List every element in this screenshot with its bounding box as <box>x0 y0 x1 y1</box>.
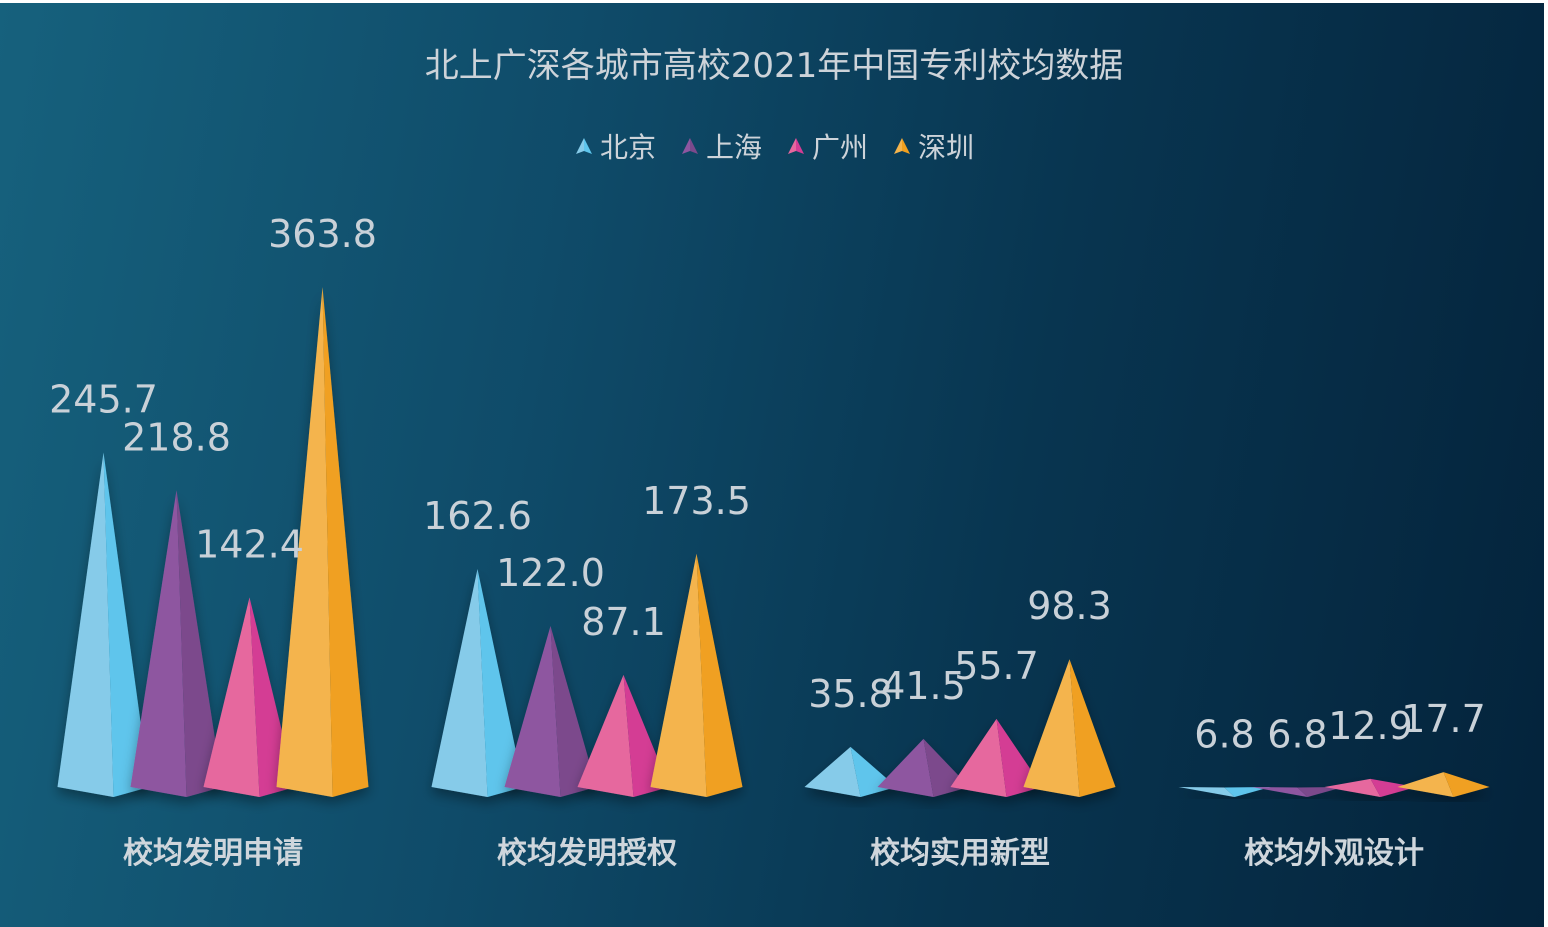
pyramid-face-light <box>877 738 934 797</box>
pyramid-上海-校均外观设计[interactable] <box>1251 787 1344 797</box>
legend-item-beijing[interactable]: 北京 <box>574 126 656 166</box>
pyramid-face-dark <box>176 490 223 797</box>
category-label: 校均实用新型 <box>870 836 1050 871</box>
pyramid-face-light <box>1178 787 1235 797</box>
pyramid-深圳-校均外观设计[interactable] <box>1397 772 1490 797</box>
pyramid-face-dark <box>103 452 150 797</box>
pyramid-face-light <box>804 746 861 797</box>
chart-title: 北上广深各城市高校2021年中国专利校均数据 <box>424 46 1124 86</box>
pyramid-face-light <box>950 718 1007 797</box>
category-label: 校均外观设计 <box>1244 836 1424 871</box>
value-label: 6.8 <box>1194 712 1254 756</box>
pyramid-face-dark <box>550 625 597 797</box>
pyramid-深圳-校均实用新型[interactable] <box>1023 659 1116 797</box>
pyramid-face-light <box>504 625 561 797</box>
pyramid-上海-校均实用新型[interactable] <box>877 738 970 797</box>
value-label: 12.9 <box>1328 704 1413 748</box>
pyramid-face-dark <box>322 287 369 797</box>
value-label: 122.0 <box>496 551 605 595</box>
legend-item-guangzhou[interactable]: 广州 <box>786 126 868 166</box>
value-label: 35.8 <box>808 672 893 716</box>
category-label: 校均发明申请 <box>123 836 303 871</box>
legend-marker-shenzhen <box>894 138 911 154</box>
category-label: 校均发明授权 <box>497 836 677 871</box>
pyramid-上海-校均发明授权[interactable] <box>504 625 597 797</box>
pyramid-face-light <box>130 490 187 797</box>
pyramid-北京-校均发明授权[interactable] <box>431 569 524 797</box>
pyramid-北京-校均发明申请[interactable] <box>57 452 150 797</box>
pyramid-face-dark <box>477 569 524 797</box>
value-label: 41.5 <box>881 664 966 708</box>
pyramid-face-dark <box>1370 778 1417 797</box>
pyramid-face-dark <box>1443 772 1490 797</box>
value-label: 17.7 <box>1401 697 1486 741</box>
legend-label-beijing: 北京 <box>599 131 656 164</box>
value-label: 162.6 <box>423 494 532 538</box>
pyramid-face-light <box>1324 778 1381 797</box>
frame-border-right <box>1544 0 1548 927</box>
value-label: 173.5 <box>642 479 751 523</box>
legend-marker-guangzhou <box>788 138 804 154</box>
value-label: 245.7 <box>49 378 158 422</box>
legend: 北京 上海 广州 深圳 <box>0 126 1548 166</box>
pyramid-face-light <box>1023 659 1080 797</box>
legend-marker-shanghai <box>681 138 698 154</box>
legend-label-guangzhou: 广州 <box>812 131 869 164</box>
pyramid-face-light <box>577 674 634 797</box>
chart-marks <box>57 287 1490 797</box>
pyramid-face-light <box>650 553 707 797</box>
pyramid-face-light <box>1251 787 1308 797</box>
pyramid-face-light <box>1397 772 1454 797</box>
pyramid-深圳-校均发明申请[interactable] <box>276 287 369 797</box>
pyramid-北京-校均实用新型[interactable] <box>804 746 897 797</box>
frame-border-top <box>0 0 1548 3</box>
value-label: 87.1 <box>581 600 666 644</box>
value-label: 55.7 <box>954 644 1039 688</box>
pyramid-广州-校均外观设计[interactable] <box>1324 778 1417 797</box>
value-label: 363.8 <box>268 212 377 256</box>
pyramid-face-light <box>57 452 114 797</box>
value-label: 142.4 <box>195 522 304 566</box>
pyramid-上海-校均发明申请[interactable] <box>130 490 223 797</box>
pyramid-face-dark <box>696 553 743 797</box>
legend-label-shenzhen: 深圳 <box>918 131 975 164</box>
legend-marker-beijing <box>575 138 592 154</box>
pyramid-face-dark <box>1297 787 1344 797</box>
legend-item-shanghai[interactable]: 上海 <box>680 126 762 166</box>
pyramid-face-dark <box>1224 787 1271 797</box>
pyramid-face-dark <box>1069 659 1116 797</box>
pyramid-深圳-校均发明授权[interactable] <box>650 553 743 797</box>
value-label: 218.8 <box>122 415 231 459</box>
pyramid-face-light <box>203 597 260 797</box>
pyramid-face-light <box>276 287 333 797</box>
pyramid-face-light <box>431 569 488 797</box>
legend-label-shanghai: 上海 <box>705 131 762 164</box>
value-label: 98.3 <box>1027 584 1112 628</box>
value-label: 6.8 <box>1267 712 1327 756</box>
pyramid-北京-校均外观设计[interactable] <box>1178 787 1271 797</box>
legend-item-shenzhen[interactable]: 深圳 <box>892 126 974 166</box>
